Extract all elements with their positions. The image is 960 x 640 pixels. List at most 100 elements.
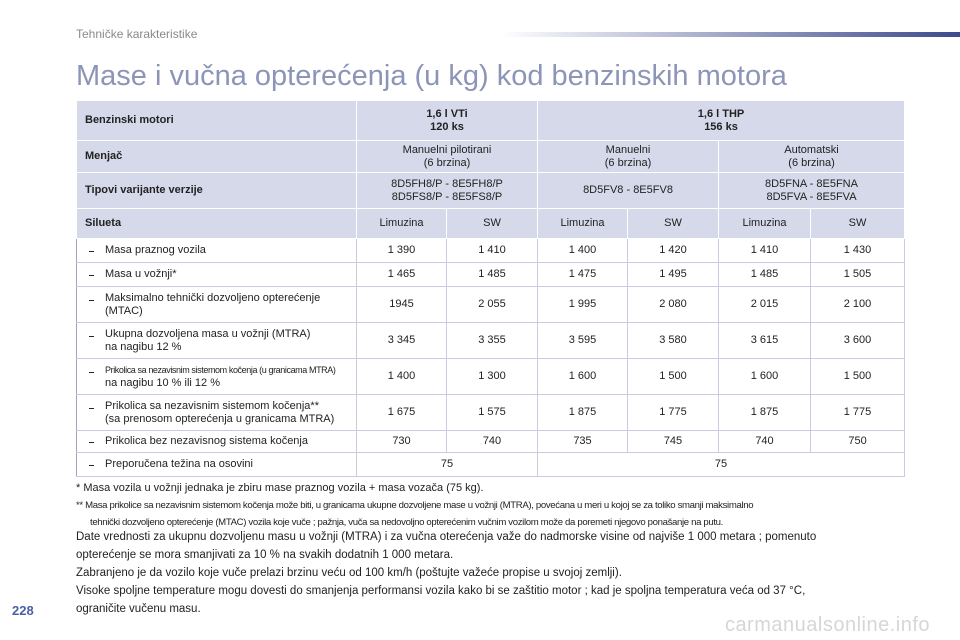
- value-cell: 1 600: [537, 358, 628, 395]
- value-cell: 750: [810, 430, 906, 453]
- value-cell: 75: [356, 452, 538, 477]
- value-cell: 1 775: [810, 394, 906, 431]
- value-cell: 1 875: [718, 394, 811, 431]
- header-cell: Manuelni pilotirani (6 brzina): [356, 140, 538, 173]
- value-cell: 1 775: [627, 394, 719, 431]
- value-cell: 1 500: [627, 358, 719, 395]
- footnote-line: ** Masa prikolice sa nezavisnim sistemom…: [76, 500, 754, 511]
- value-cell: 1 420: [627, 238, 719, 263]
- cell-line: 8D5FNA - 8E5FNA: [765, 177, 858, 190]
- value-cell: 730: [356, 430, 447, 453]
- value-cell: 740: [446, 430, 538, 453]
- data-row: Ukupna dozvoljena masa u vožnji (MTRA) na…: [76, 322, 906, 359]
- value-cell: 1945: [356, 286, 447, 323]
- label-line: Masa u vožnji*: [105, 268, 177, 280]
- footnote-line: tehnički dozvoljeno opterećenje (MTAC) v…: [90, 517, 723, 528]
- value-cell: 2 015: [718, 286, 811, 323]
- value-cell: 1 600: [718, 358, 811, 395]
- value-cell: 75: [537, 452, 906, 477]
- cell-line: Limuzina: [379, 217, 424, 229]
- value-cell: 2 100: [810, 286, 906, 323]
- value-cell: 1 400: [356, 358, 447, 395]
- label-line: (MTAC): [105, 304, 143, 317]
- cell-line: 8D5FVA - 8E5FVA: [766, 190, 857, 203]
- header-cell: Automatski (6 brzina): [717, 140, 906, 173]
- label-line: Masa praznog vozila: [105, 244, 206, 256]
- row-label: Menjač: [76, 140, 357, 173]
- row-label: Prikolica sa nezavisnim sistemom kočenja…: [76, 394, 357, 431]
- value-cell: 3 355: [446, 322, 538, 359]
- label-line: (sa prenosom opterećenja u granicama MTR…: [105, 412, 335, 425]
- header-cell: Manuelni (6 brzina): [537, 140, 719, 173]
- page-title: Mase i vučna opterećenja (u kg) kod benz…: [76, 60, 787, 92]
- cell-line: SW: [848, 217, 867, 229]
- cell-line: Limuzina: [560, 217, 605, 229]
- value-cell: 1 875: [537, 394, 628, 431]
- value-cell: 1 390: [356, 238, 447, 263]
- header-cell: 8D5FH8/P - 8E5FH8/P 8D5FS8/P - 8E5FS8/P: [356, 172, 538, 209]
- data-row: Prikolica sa nezavisnim sistemom kočenja…: [76, 358, 906, 395]
- value-cell: 1 400: [537, 238, 628, 263]
- footnote: * Masa vozila u vožnji jednaka je zbiru …: [76, 480, 916, 497]
- header-row: Tipovi varijante verzije 8D5FH8/P - 8E5FH…: [76, 172, 906, 209]
- row-label: Prikolica sa nezavisnim sistemom kočenja…: [76, 358, 357, 395]
- value-cell: 1 995: [537, 286, 628, 323]
- paragraph: Date vrednosti za ukupnu dozvoljenu masu…: [76, 528, 936, 618]
- row-label: Ukupna dozvoljena masa u vožnji (MTRA) na…: [76, 322, 357, 359]
- label-line: na nagibu 10 % ili 12 %: [105, 376, 220, 389]
- row-label: Prikolica bez nezavisnog sistema kočenja: [76, 430, 357, 453]
- value-cell: 1 430: [810, 238, 906, 263]
- cell-line: SW: [483, 217, 501, 229]
- data-row: Maksimalno tehnički dozvoljeno opterećen…: [76, 286, 906, 323]
- value-cell: 1 575: [446, 394, 538, 431]
- value-cell: 1 410: [718, 238, 811, 263]
- value-cell: 3 345: [356, 322, 447, 359]
- cell-line: SW: [664, 217, 682, 229]
- value-cell: 1 485: [718, 262, 811, 287]
- header-row: Menjač Manuelni pilotirani (6 brzina) Manue…: [76, 140, 906, 173]
- label-line: Prikolica sa nezavisnim sistemom kočenja…: [105, 364, 336, 375]
- value-cell: 735: [537, 430, 628, 453]
- row-label: Maksimalno tehnički dozvoljeno opterećen…: [76, 286, 357, 323]
- value-cell: 740: [718, 430, 811, 453]
- value-cell: 3 595: [537, 322, 628, 359]
- cell-line: (6 brzina): [788, 156, 835, 169]
- row-label: Silueta: [76, 208, 357, 239]
- paragraph-line: opterećenje se mora smanjivati za 10 % n…: [76, 549, 454, 561]
- label-line: Prikolica sa nezavisnim sistemom kočenja…: [105, 399, 319, 412]
- paragraph-line: Zabranjeno je da vozilo koje vuče prelaz…: [76, 567, 622, 579]
- footnote: ** Masa prikolice sa nezavisnim sistemom…: [76, 497, 916, 531]
- footnotes: * Masa vozila u vožnji jednaka je zbiru …: [76, 480, 916, 531]
- value-cell: 1 505: [810, 262, 906, 287]
- label-line: na nagibu 12 %: [105, 340, 182, 353]
- cell-line: Manuelni: [605, 143, 651, 156]
- cell-line: 1,6 l VTi: [426, 107, 468, 120]
- page-number: 228: [12, 603, 34, 618]
- paragraph-line: ograničite vučenu masu.: [76, 603, 201, 615]
- row-label: Preporučena težina na osovini: [76, 452, 357, 477]
- data-row: Prikolica sa nezavisnim sistemom kočenja…: [76, 394, 906, 431]
- table-body: Masa praznog vozila 1 390 1 410 1 400 1 420 1…: [76, 238, 906, 477]
- value-cell: 1 475: [537, 262, 628, 287]
- cell-line: 8D5FH8/P - 8E5FH8/P: [391, 177, 503, 190]
- value-cell: 1 495: [627, 262, 719, 287]
- paragraph-line: Date vrednosti za ukupnu dozvoljenu masu…: [76, 531, 817, 543]
- value-cell: 1 465: [356, 262, 447, 287]
- section-name: Tehničke karakteristike: [76, 27, 198, 41]
- value-cell: 1 485: [446, 262, 538, 287]
- row-label: Tipovi varijante verzije: [76, 172, 357, 209]
- header-row: Benzinski motori 1,6 l VTi 120 ks 1,6 l THP…: [76, 100, 906, 141]
- cell-line: 1,6 l THP: [697, 107, 745, 120]
- cell-line: 120 ks: [430, 120, 464, 133]
- label-line: Prikolica bez nezavisnog sistema kočenja: [105, 435, 308, 447]
- value-cell: 1 675: [356, 394, 447, 431]
- cell-line: 8D5FS8/P - 8E5FS8/P: [391, 190, 503, 203]
- header-cell: Limuzina: [718, 208, 811, 239]
- cell-line: 8D5FV8 - 8E5FV8: [583, 184, 673, 196]
- data-row: Preporučena težina na osovini 75 75: [76, 452, 906, 477]
- header-cell: Limuzina: [356, 208, 447, 239]
- paragraph-line: Visoke spoljne temperature mogu dovesti …: [76, 585, 806, 597]
- cell-line: Limuzina: [742, 217, 787, 229]
